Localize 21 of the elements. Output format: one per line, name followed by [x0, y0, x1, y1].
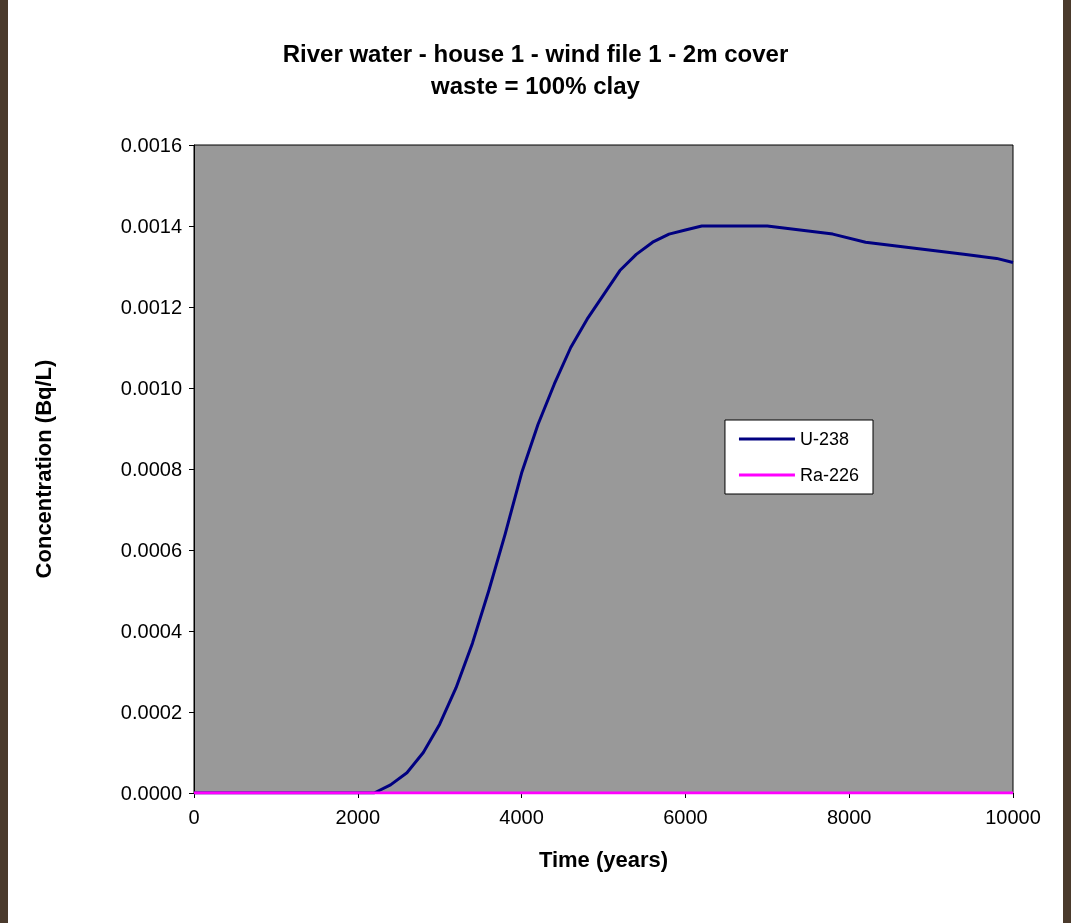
y-tick-label: 0.0002	[120, 701, 182, 723]
x-tick-label: 6000	[663, 806, 708, 828]
y-tick-label: 0.0008	[120, 458, 182, 480]
chart-title: River water - house 1 - wind file 1 - 2m cover	[282, 39, 789, 67]
y-tick-label: 0.0014	[120, 215, 182, 237]
y-tick-label: 0.0004	[120, 620, 182, 642]
chart-subtitle: waste = 100% clay	[430, 71, 641, 99]
x-tick-label: 4000	[499, 806, 544, 828]
y-axis-title: Concentration (Bq/L)	[30, 359, 56, 579]
y-tick-label: 0.0012	[120, 296, 182, 318]
x-tick-label: 2000	[335, 806, 381, 828]
legend-label: U-238	[799, 429, 849, 449]
y-tick-label: 0.0010	[120, 377, 182, 399]
y-tick-label: 0.0006	[120, 539, 182, 561]
x-axis-title: Time (years)	[538, 846, 669, 872]
x-tick-label: 10000	[985, 806, 1041, 828]
legend-label: Ra-226	[799, 465, 860, 485]
x-tick-label: 0	[188, 806, 200, 828]
y-tick-label: 0.0000	[120, 782, 182, 804]
y-tick-label: 0.0016	[120, 134, 182, 156]
x-tick-label: 8000	[826, 806, 872, 828]
